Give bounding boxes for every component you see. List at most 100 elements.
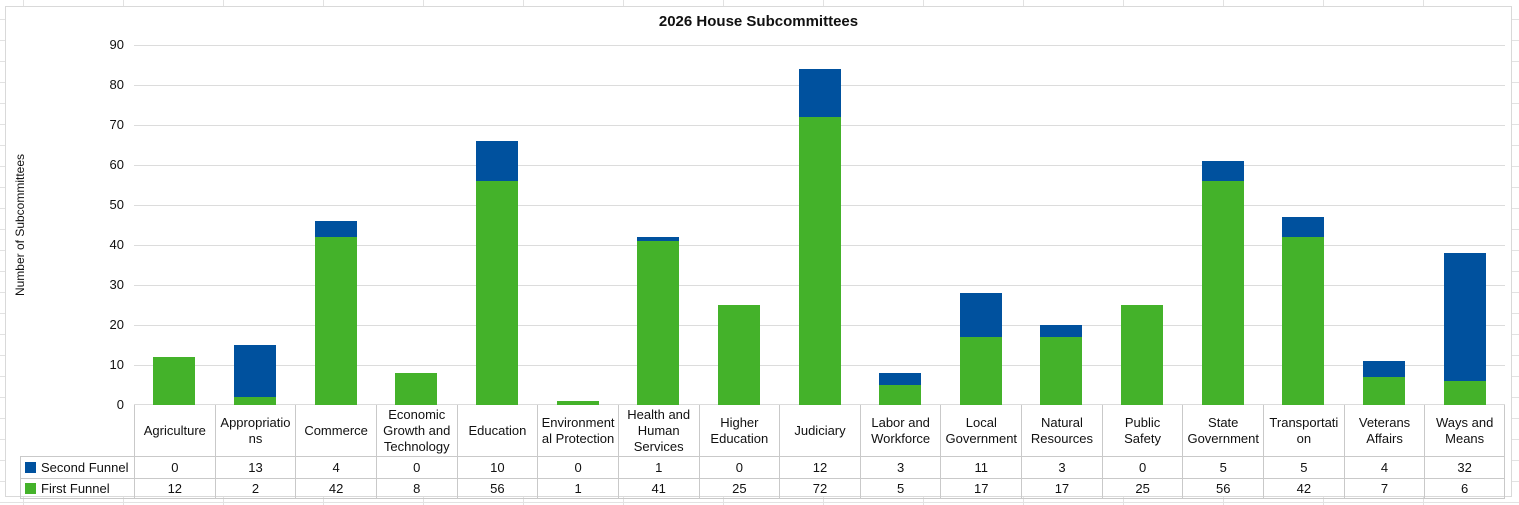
data-table-category-education: Education [456, 405, 538, 456]
data-table-category-commerce: Commerce [295, 405, 376, 456]
data-table-value-second-funnel-appropriations: 13 [214, 456, 296, 478]
data-table-value-second-funnel-commerce: 4 [295, 456, 376, 478]
y-axis-tick-label: 10 [109, 357, 124, 372]
bar-segment-second-funnel [314, 221, 357, 237]
bar-segment-second-funnel [1040, 325, 1083, 337]
bar-segment-first-funnel [1363, 377, 1406, 405]
y-axis-tick-label: 40 [109, 237, 124, 252]
legend-cell-first-funnel: First Funnel [20, 478, 134, 499]
data-table-value-first-funnel-labor-and-workforce: 5 [859, 478, 941, 499]
data-table-value-first-funnel-commerce: 42 [295, 478, 376, 499]
y-axis-tick-label: 0 [116, 397, 124, 412]
data-table-category-labor-and-workforce: Labor and Workforce [859, 405, 941, 456]
data-table-category-state-government: State Government [1182, 405, 1263, 456]
bar-segment-first-funnel [879, 385, 922, 405]
legend-swatch-second-funnel [25, 462, 36, 473]
bar-segment-first-funnel [475, 181, 518, 405]
legend-label-second-funnel: Second Funnel [41, 460, 129, 475]
data-table-value-first-funnel-state-government: 56 [1182, 478, 1264, 499]
data-table-category-transportation: Transportation [1263, 405, 1344, 456]
data-table-value-first-funnel-judiciary: 72 [779, 478, 860, 499]
data-table-value-second-funnel-economic-growth-and-technology: 0 [375, 456, 457, 478]
data-table-value-first-funnel-ways-and-means: 6 [1424, 478, 1505, 499]
data-table: Agriculture Appropriations Commerce Economi… [20, 405, 1505, 499]
bar-segment-first-funnel [637, 241, 680, 405]
data-table-value-first-funnel-local-government: 17 [940, 478, 1022, 499]
bar-segment-second-funnel [959, 293, 1002, 337]
data-table-corner-spacer [20, 405, 134, 456]
data-table-category-appropriations: Appropriations [214, 405, 296, 456]
bar-segment-first-funnel [1443, 381, 1486, 405]
data-table-category-public-safety: Public Safety [1101, 405, 1183, 456]
y-axis-tick-label: 60 [109, 157, 124, 172]
bar-segment-first-funnel [959, 337, 1002, 405]
bar-segment-second-funnel [1201, 161, 1244, 181]
bar-segment-first-funnel [798, 117, 841, 405]
data-table-value-second-funnel-ways-and-means: 32 [1424, 456, 1505, 478]
bar-segment-second-funnel [233, 345, 276, 397]
data-table-value-second-funnel-judiciary: 12 [779, 456, 860, 478]
data-table-value-second-funnel-transportation: 5 [1263, 456, 1344, 478]
bar-segment-second-funnel [1443, 253, 1486, 381]
y-axis-tick-label: 30 [109, 277, 124, 292]
data-table-category-higher-education: Higher Education [698, 405, 780, 456]
y-axis-tick-label: 20 [109, 317, 124, 332]
data-table-category-local-government: Local Government [940, 405, 1021, 456]
data-table-value-second-funnel-veterans-affairs: 4 [1343, 456, 1425, 478]
data-table-category-ways-and-means: Ways and Means [1424, 405, 1505, 456]
chart-card[interactable]: 2026 House Subcommittees Number of Subco… [5, 6, 1512, 499]
bar-segment-second-funnel [1363, 361, 1406, 377]
bar-segment-first-funnel [233, 397, 276, 405]
data-table-value-first-funnel-environmental-protection: 1 [537, 478, 618, 499]
y-axis-tick-label: 80 [109, 77, 124, 92]
bar-segment-first-funnel [1282, 237, 1325, 405]
legend-cell-second-funnel: Second Funnel [20, 456, 134, 478]
data-table-category-economic-growth-and-technology: Economic Growth and Technology [375, 405, 457, 456]
bar-segment-first-funnel [1121, 305, 1164, 405]
y-axis-tick-label: 90 [109, 37, 124, 52]
legend-swatch-first-funnel [25, 483, 36, 494]
data-table-value-first-funnel-health-and-human-services: 41 [617, 478, 699, 499]
bar-segment-second-funnel [798, 69, 841, 117]
bar-segment-first-funnel [395, 373, 438, 405]
y-axis-tick-label: 70 [109, 117, 124, 132]
chart-title: 2026 House Subcommittees [658, 13, 859, 30]
data-table-value-second-funnel-health-and-human-services: 1 [617, 456, 699, 478]
bar-segment-first-funnel [1040, 337, 1083, 405]
data-table-value-first-funnel-natural-resources: 17 [1021, 478, 1102, 499]
data-table-category-judiciary: Judiciary [779, 405, 860, 456]
data-table-category-veterans-affairs: Veterans Affairs [1343, 405, 1425, 456]
gridline-90 [134, 45, 1505, 46]
bar-segment-first-funnel [153, 357, 196, 405]
data-table-value-second-funnel-local-government: 11 [940, 456, 1022, 478]
legend-label-first-funnel: First Funnel [41, 481, 110, 496]
data-table-value-second-funnel-environmental-protection: 0 [537, 456, 618, 478]
data-table-value-second-funnel-state-government: 5 [1182, 456, 1264, 478]
bar-segment-second-funnel [1282, 217, 1325, 237]
data-table-category-agriculture: Agriculture [134, 405, 215, 456]
y-axis-ticks: 0 10 20 30 40 50 60 70 80 90 [6, 37, 124, 412]
data-table-value-second-funnel-labor-and-workforce: 3 [859, 456, 941, 478]
bar-segment-first-funnel [717, 305, 760, 405]
data-table-value-first-funnel-transportation: 42 [1263, 478, 1344, 499]
bar-segment-second-funnel [637, 237, 680, 241]
data-table-value-second-funnel-agriculture: 0 [134, 456, 215, 478]
data-table-value-second-funnel-public-safety: 0 [1101, 456, 1183, 478]
data-table-value-second-funnel-natural-resources: 3 [1021, 456, 1102, 478]
bar-segment-second-funnel [879, 373, 922, 385]
data-table-value-first-funnel-education: 56 [456, 478, 538, 499]
data-table-value-second-funnel-education: 10 [456, 456, 538, 478]
plot-area [134, 45, 1505, 405]
data-table-value-first-funnel-agriculture: 12 [134, 478, 215, 499]
data-table-value-first-funnel-public-safety: 25 [1101, 478, 1183, 499]
data-table-value-second-funnel-higher-education: 0 [698, 456, 780, 478]
data-table-value-first-funnel-veterans-affairs: 7 [1343, 478, 1425, 499]
bar-segment-first-funnel [1201, 181, 1244, 405]
data-table-category-health-and-human-services: Health and Human Services [617, 405, 699, 456]
data-table-value-first-funnel-economic-growth-and-technology: 8 [375, 478, 457, 499]
bar-segment-first-funnel [556, 401, 599, 405]
data-table-value-first-funnel-higher-education: 25 [698, 478, 780, 499]
bar-segment-second-funnel [475, 141, 518, 181]
data-table-value-first-funnel-appropriations: 2 [214, 478, 296, 499]
bar-segment-first-funnel [314, 237, 357, 405]
